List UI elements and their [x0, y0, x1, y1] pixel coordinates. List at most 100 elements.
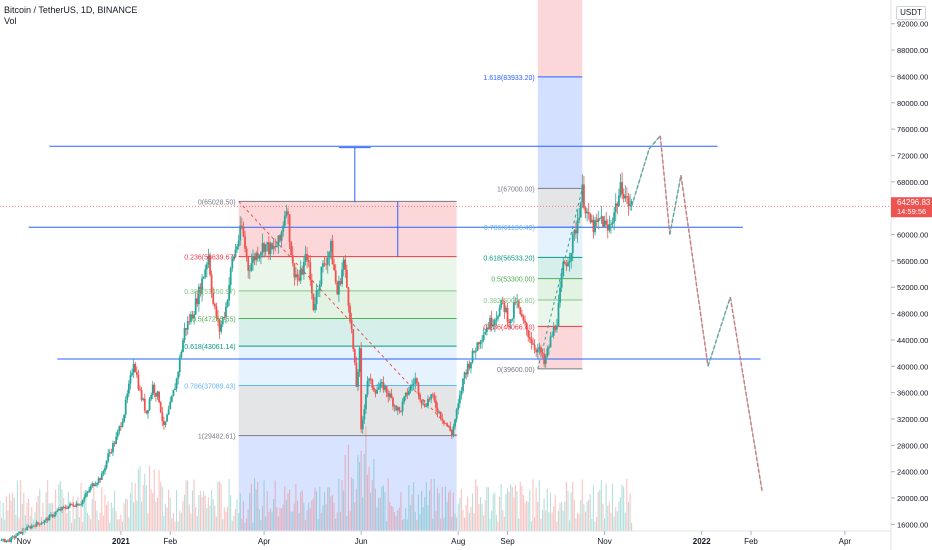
price-tick-label: 20000.00	[897, 494, 928, 503]
candle-body	[611, 222, 614, 225]
candle-body	[433, 394, 436, 401]
price-tick-label: 84000.00	[897, 72, 928, 81]
volume-bar	[261, 506, 264, 531]
candle-body	[565, 264, 568, 267]
volume-bar	[91, 498, 93, 531]
volume-legend[interactable]: Vol	[4, 16, 17, 26]
fib2-level-label: 0.382(50066.80)	[483, 298, 534, 305]
fib2-level-label: 1(67000.00)	[497, 186, 535, 193]
candle-body	[560, 275, 563, 288]
candle-body	[112, 443, 114, 453]
volume-bar	[421, 490, 423, 531]
candle-body	[272, 246, 275, 249]
candle-body	[435, 400, 437, 408]
candle-body	[613, 212, 616, 223]
volume-bar	[384, 492, 386, 531]
candle-body	[357, 371, 359, 387]
volume-bar	[174, 521, 176, 531]
candle-body	[282, 225, 285, 232]
volume-bar	[476, 485, 478, 531]
fib1-band-4	[238, 346, 457, 386]
candle-body	[30, 525, 33, 529]
volume-bar	[129, 493, 131, 531]
candle-body	[26, 526, 28, 531]
candle-body	[465, 372, 468, 375]
fib1-level-label: 0.5(47255.55)	[192, 316, 236, 323]
candle-body	[263, 243, 266, 252]
candle-body	[382, 382, 385, 390]
volume-bar	[223, 507, 225, 531]
volume-bar	[244, 522, 246, 531]
time-axis[interactable]: Nov 2021 Feb Apr Jun Aug Sep Nov 2022 Feb Apr	[17, 531, 852, 546]
volume-bar	[281, 508, 283, 531]
candle-body	[618, 195, 620, 206]
volume-bar	[133, 502, 135, 531]
candle-body	[226, 300, 229, 307]
candle-body	[439, 411, 442, 419]
candle-body	[460, 391, 463, 395]
volume-bar	[390, 505, 392, 531]
candle-body	[260, 252, 262, 256]
volume-bar	[608, 502, 610, 531]
volume-bar	[156, 497, 159, 531]
candle-body	[347, 287, 350, 306]
volume-bar	[180, 512, 182, 531]
volume-bar	[325, 504, 327, 531]
volume-bar	[422, 507, 424, 531]
volume-bar	[365, 425, 367, 531]
candle-body	[625, 195, 628, 197]
volume-bar	[158, 470, 160, 531]
volume-bar	[300, 491, 302, 531]
candle-body	[162, 420, 165, 425]
candle-body	[201, 278, 203, 295]
volume-bar	[220, 484, 222, 531]
candle-body	[252, 256, 254, 263]
fib2-top-band	[537, 0, 583, 77]
candle-body	[393, 405, 396, 407]
volume-bar	[144, 473, 146, 531]
candle-body	[538, 347, 541, 350]
candle-body	[166, 414, 168, 422]
volume-bar	[576, 512, 579, 531]
volume-bar	[416, 520, 418, 531]
volume-bar	[592, 485, 594, 531]
volume-bar	[535, 487, 537, 531]
price-tick-label: 92000.00	[897, 20, 928, 29]
candle-body	[388, 393, 391, 397]
symbol-title[interactable]: Bitcoin / TetherUS, 1D, BINANCE	[4, 5, 138, 15]
candle-body	[48, 515, 51, 521]
volume-bar	[611, 483, 614, 531]
candle-body	[457, 403, 460, 410]
volume-bar	[441, 487, 443, 531]
candle-body	[622, 193, 625, 199]
horizontal-lines[interactable]	[28, 145, 761, 360]
volume-bar	[260, 520, 262, 531]
volume-bar	[449, 490, 451, 531]
candle-body	[600, 216, 603, 219]
currency-badge[interactable]: USDT	[896, 6, 926, 20]
candle-body	[497, 316, 499, 319]
volume-bar	[0, 500, 1, 531]
candle-body	[403, 396, 406, 402]
volume-bar	[4, 519, 6, 531]
candle-body	[83, 497, 86, 501]
volume-bar	[459, 498, 461, 531]
volume-bar	[131, 482, 133, 531]
candle-body	[255, 252, 258, 261]
volume-bar	[320, 512, 322, 531]
candle-body	[530, 339, 533, 344]
candle-body	[337, 281, 340, 295]
candle-body	[462, 378, 464, 392]
volume-bar	[559, 503, 561, 531]
candle-body	[540, 347, 542, 353]
volume-bar	[530, 521, 532, 531]
candle-body	[271, 243, 273, 249]
candle-body	[339, 281, 342, 285]
candle-body	[431, 394, 434, 396]
volume-bar	[317, 519, 319, 531]
candle-body	[217, 317, 219, 320]
candle-body	[199, 286, 202, 295]
candle-body	[295, 274, 297, 278]
volume-bar	[341, 480, 343, 531]
